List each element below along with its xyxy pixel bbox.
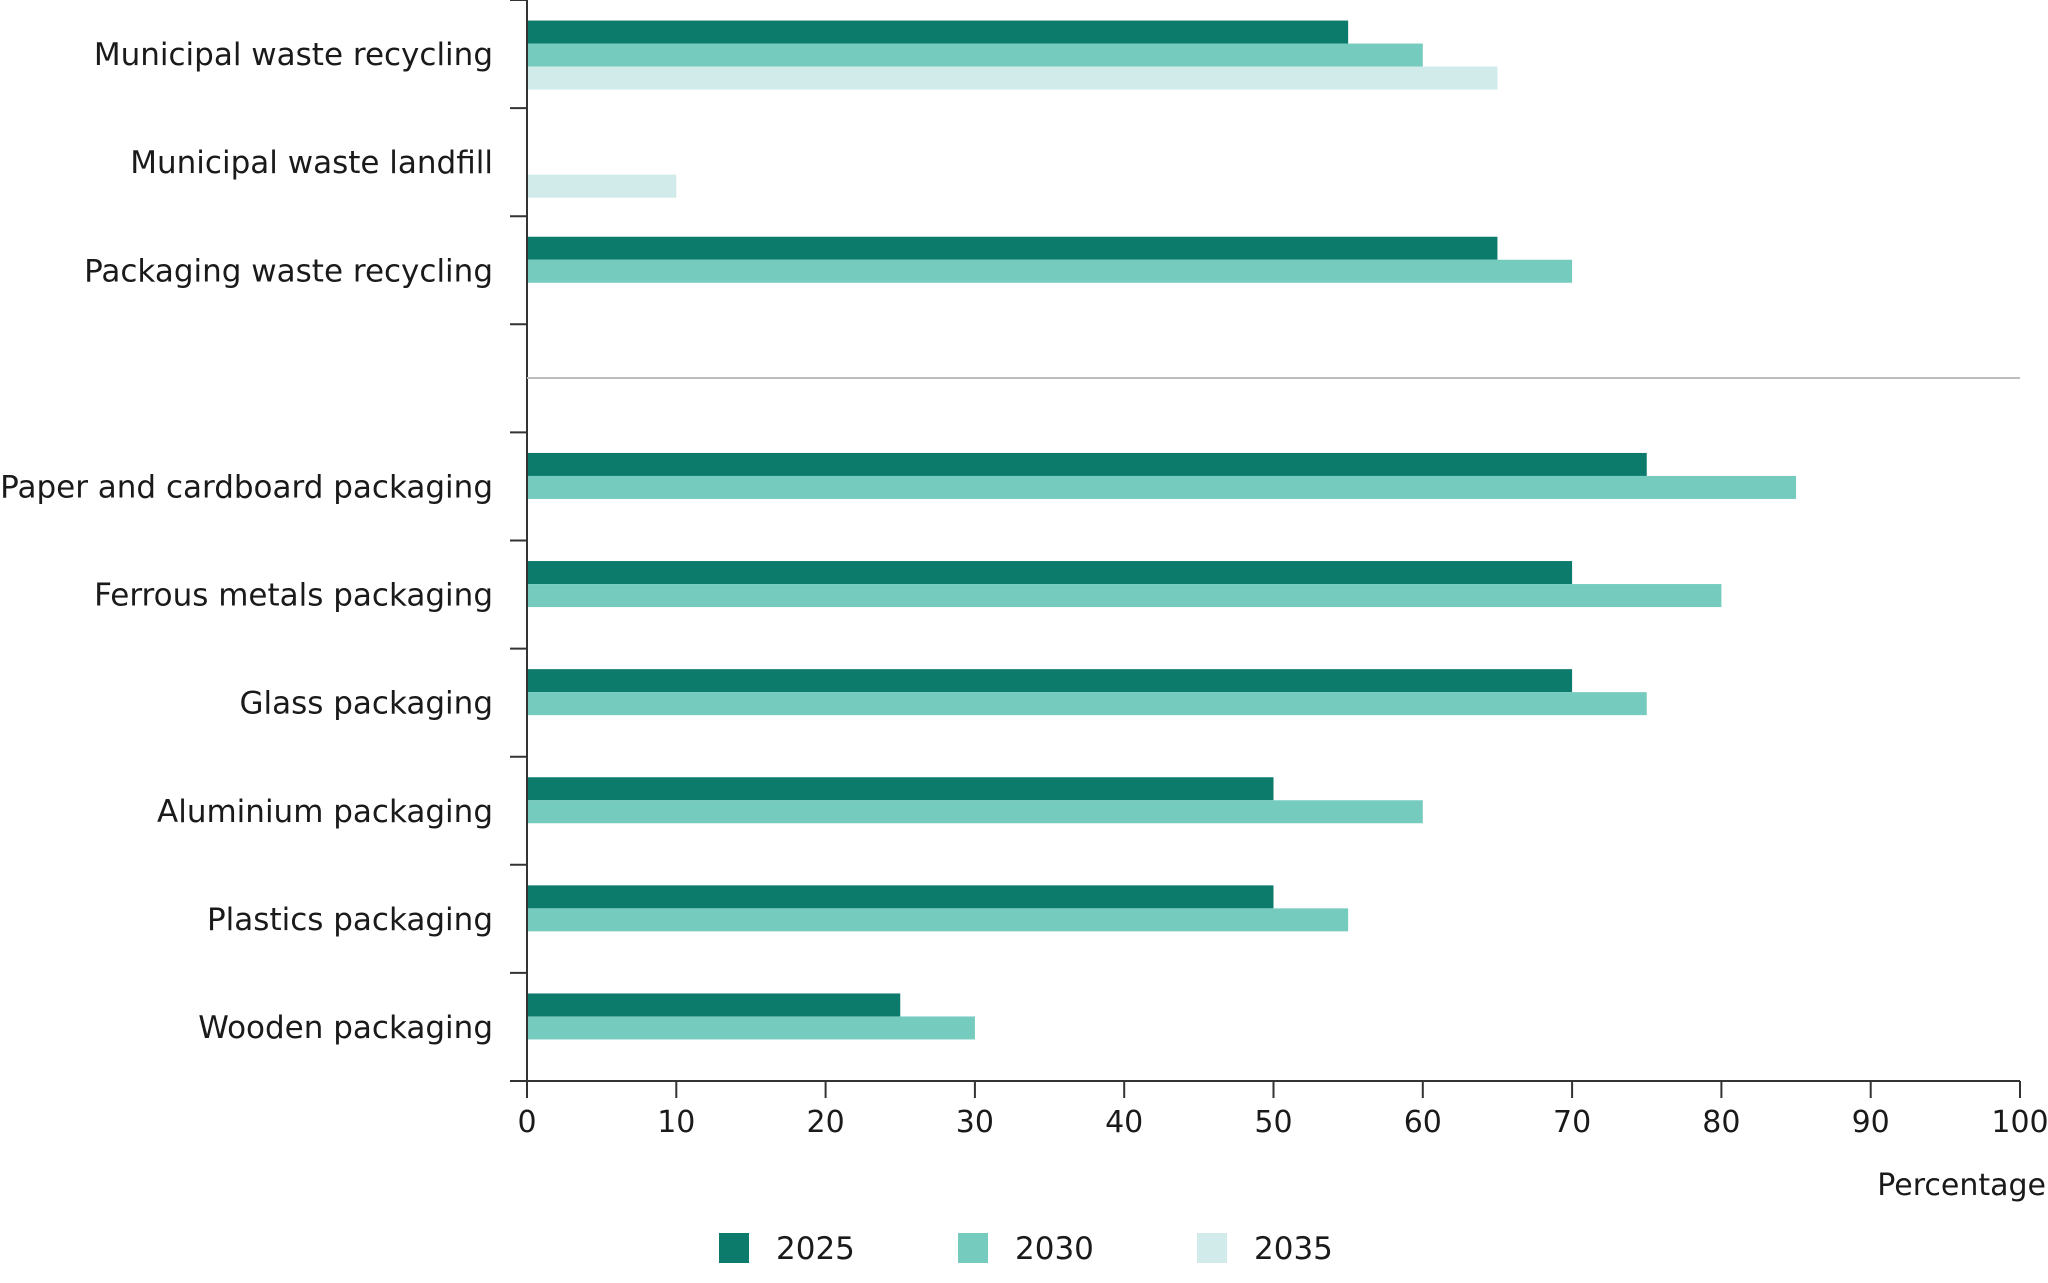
category-label: Packaging waste recycling — [84, 253, 493, 289]
legend-label-2030: 2030 — [1015, 1231, 1094, 1267]
category-labels: Municipal waste recycling Municipal waste… — [0, 37, 493, 1046]
legend-swatch-2025 — [719, 1233, 749, 1263]
x-tick-label: 100 — [1991, 1105, 2048, 1140]
category-label: Wooden packaging — [198, 1010, 493, 1046]
bar-2030-ferrous-metals-packaging — [528, 584, 1722, 608]
bar-2030-wooden-packaging — [528, 1016, 975, 1040]
bar-2030-plastics-packaging — [528, 908, 1349, 932]
bar-2025-municipal-waste-recycling — [528, 20, 1349, 44]
legend-swatch-2030 — [958, 1233, 988, 1263]
category-label: Glass packaging — [239, 686, 493, 722]
x-tick-label: 10 — [657, 1105, 695, 1140]
x-tick-label: 20 — [807, 1105, 845, 1140]
category-label: Ferrous metals packaging — [94, 578, 493, 614]
legend-label-2025: 2025 — [776, 1231, 855, 1267]
bar-2025-glass-packaging — [528, 669, 1573, 693]
x-tick-label: 60 — [1404, 1105, 1442, 1140]
x-tick-label: 70 — [1553, 1105, 1591, 1140]
bar-2035-municipal-waste-landfill — [528, 174, 677, 198]
x-tick-label: 90 — [1852, 1105, 1890, 1140]
bar-2035-municipal-waste-recycling — [528, 66, 1498, 90]
bar-2025-wooden-packaging — [528, 993, 901, 1017]
x-tick-label: 80 — [1702, 1105, 1740, 1140]
bar-2030-glass-packaging — [528, 692, 1647, 716]
legend-swatch-2035 — [1197, 1233, 1227, 1263]
category-label: Plastics packaging — [207, 902, 493, 938]
bar-2030-packaging-waste-recycling — [528, 259, 1573, 283]
x-axis-title: Percentage — [1877, 1168, 2046, 1203]
x-tick-label: 0 — [517, 1105, 536, 1140]
bar-2025-ferrous-metals-packaging — [528, 561, 1573, 585]
legend-label-2035: 2035 — [1254, 1231, 1333, 1267]
category-label: Aluminium packaging — [157, 794, 493, 830]
x-tick-label: 40 — [1105, 1105, 1143, 1140]
bar-2030-municipal-waste-recycling — [528, 43, 1423, 67]
bars-layer — [528, 20, 1797, 1040]
bar-2025-aluminium-packaging — [528, 777, 1274, 801]
bar-2025-packaging-waste-recycling — [528, 236, 1498, 260]
bar-2025-paper-and-cardboard-packaging — [528, 452, 1647, 476]
legend: 2025 2030 2035 — [719, 1231, 1333, 1267]
x-tick-label: 50 — [1254, 1105, 1292, 1140]
category-label: Paper and cardboard packaging — [0, 469, 493, 505]
ticks-layer: 0 10 20 30 40 50 60 70 80 90 100 — [510, 0, 2048, 1140]
bar-2025-plastics-packaging — [528, 885, 1274, 909]
x-tick-label: 30 — [956, 1105, 994, 1140]
bar-2030-paper-and-cardboard-packaging — [528, 475, 1797, 499]
bar-2030-aluminium-packaging — [528, 800, 1423, 824]
category-label: Municipal waste recycling — [94, 37, 493, 73]
category-label: Municipal waste landfill — [130, 145, 493, 181]
